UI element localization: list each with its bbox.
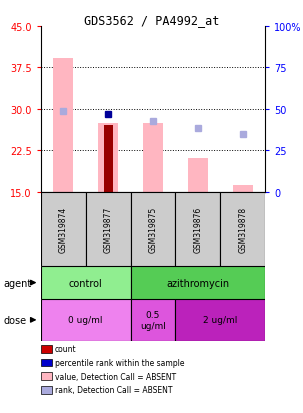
Bar xyxy=(131,299,175,341)
Bar xyxy=(175,299,265,341)
Text: percentile rank within the sample: percentile rank within the sample xyxy=(55,358,184,367)
Bar xyxy=(41,299,131,341)
Bar xyxy=(188,159,208,192)
Bar xyxy=(41,266,131,299)
Bar xyxy=(233,185,253,192)
Text: count: count xyxy=(55,344,76,354)
Text: control: control xyxy=(69,278,103,288)
Text: azithromycin: azithromycin xyxy=(166,278,229,288)
Text: GSM319874: GSM319874 xyxy=(59,206,68,252)
Bar xyxy=(131,266,265,299)
Bar xyxy=(53,59,73,192)
Bar xyxy=(98,123,118,192)
Bar xyxy=(41,192,86,266)
Text: 0 ug/ml: 0 ug/ml xyxy=(68,316,103,325)
Bar xyxy=(41,359,52,366)
Bar xyxy=(41,345,52,353)
Bar xyxy=(104,126,113,192)
Text: rank, Detection Call = ABSENT: rank, Detection Call = ABSENT xyxy=(55,385,172,394)
Text: 2 ug/ml: 2 ug/ml xyxy=(203,316,238,325)
Bar xyxy=(41,386,52,394)
Text: 0.5
ug/ml: 0.5 ug/ml xyxy=(140,311,166,330)
Bar xyxy=(86,192,131,266)
Bar xyxy=(143,123,163,192)
Text: GDS3562 / PA4992_at: GDS3562 / PA4992_at xyxy=(84,14,219,27)
Text: value, Detection Call = ABSENT: value, Detection Call = ABSENT xyxy=(55,372,176,381)
Bar xyxy=(175,192,220,266)
Bar xyxy=(220,192,265,266)
Text: GSM319876: GSM319876 xyxy=(193,206,202,252)
Text: dose: dose xyxy=(3,315,26,325)
Bar xyxy=(131,192,175,266)
Text: GSM319875: GSM319875 xyxy=(148,206,158,252)
Text: agent: agent xyxy=(3,278,31,288)
Text: GSM319877: GSM319877 xyxy=(104,206,113,252)
Bar xyxy=(41,373,52,380)
Text: GSM319878: GSM319878 xyxy=(238,206,247,252)
